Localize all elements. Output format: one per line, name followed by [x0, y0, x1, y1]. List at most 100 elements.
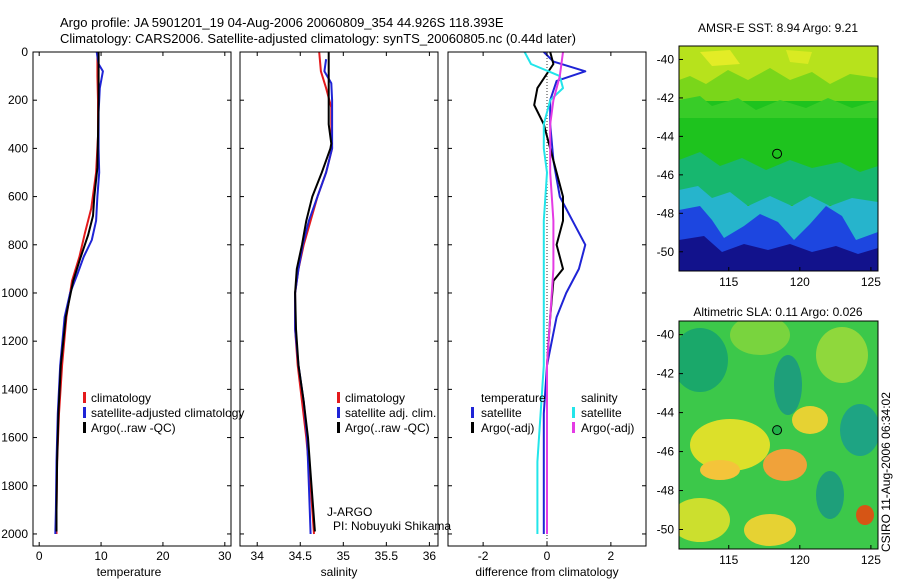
temperature-legend-climatology: climatology — [91, 391, 151, 405]
figure-title-line2: Climatology: CARS2006. Satellite-adjuste… — [60, 31, 576, 46]
temperature-legend-argo: Argo(..raw -QC) — [91, 421, 176, 435]
sla_map-lat-label: -44 — [657, 406, 675, 420]
depth-tick-label: 1600 — [1, 431, 28, 445]
sla_map-lat-label: -42 — [657, 367, 675, 381]
sla_map-lat-label: -46 — [657, 445, 675, 459]
legend-swatch-blue — [471, 407, 474, 418]
difference-legend-sal-argo: Argo(-adj) — [581, 421, 634, 435]
salinity-annotation-program: J-ARGO — [327, 505, 372, 519]
salinity-xtick-label: 36 — [423, 549, 437, 563]
salinity-plot-area — [294, 52, 334, 535]
temperature-series-black-line — [55, 52, 100, 532]
sst_map-lat-label: -48 — [657, 206, 675, 220]
temperature-ticks: 0 10 20 30 0 200 400 600 800 1000 1200 1400 1600 1800… — [1, 45, 232, 563]
salinity-series-blue-line — [294, 59, 334, 535]
legend-swatch-magenta — [572, 422, 575, 433]
temperature-series-blue-line — [54, 52, 104, 535]
difference-ticks: -2 0 2 — [448, 51, 646, 563]
salinity-axes-box — [239, 51, 439, 547]
salinity-xlabel: salinity — [321, 565, 358, 579]
depth-tick-label: 800 — [8, 238, 28, 252]
difference-series-black-line — [533, 52, 564, 534]
sla-map-frame — [678, 320, 879, 550]
legend-swatch-black — [83, 422, 86, 433]
difference-legend-salinity-header: salinity — [581, 391, 618, 405]
salinity-series-black-line — [294, 52, 333, 532]
sla_map-lon-label: 125 — [861, 553, 881, 567]
depth-tick-label: 0 — [21, 45, 28, 59]
salinity-legend: climatology satellite adj. clim. Argo(..… — [337, 391, 436, 435]
figure-title-line1: Argo profile: JA 5901201_19 04-Aug-2006 … — [60, 15, 504, 30]
temperature-panel: 0 10 20 30 0 200 400 600 800 1000 1200 1400 1600 1800… — [1, 45, 244, 579]
depth-tick-label: 1400 — [1, 382, 28, 396]
salinity-ticks: 34 34.5 35 35.5 36 — [240, 51, 438, 563]
legend-swatch-cyan — [572, 407, 575, 418]
sst-argo-position-marker — [772, 148, 783, 159]
temperature-plot-area — [54, 52, 104, 535]
legend-swatch-blue — [83, 407, 86, 418]
sst_map-lat-label: -40 — [657, 52, 675, 66]
temperature-axes-box — [32, 51, 232, 547]
sst_map-lat-label: -46 — [657, 168, 675, 182]
sst_map-lat-label: -44 — [657, 129, 675, 143]
difference-legend-sal-satellite: satellite — [581, 406, 622, 420]
salinity-annotation-pi: PI: Nobuyuki Shikama — [333, 519, 451, 533]
difference-xlabel: difference from climatology — [475, 565, 618, 579]
depth-tick-label: 400 — [8, 141, 28, 155]
salinity-xtick-label: 34 — [251, 549, 265, 563]
salinity-series-red-line — [294, 52, 334, 535]
sla_map-lon-label: 115 — [719, 553, 738, 567]
sla-argo-position-marker — [772, 425, 783, 436]
side-timestamp-label: CSIRO 11-Aug-2006 06:34:02 — [879, 392, 893, 552]
depth-tick-label: 600 — [8, 190, 28, 204]
depth-tick-label: 1800 — [1, 479, 28, 493]
difference-xtick-label: 0 — [544, 549, 551, 563]
sla-map-image — [679, 321, 878, 549]
difference-series-cyan-line — [523, 52, 564, 534]
difference-panel: -2 0 2 difference from climatology tempera… — [447, 51, 647, 579]
difference-plot-area — [523, 52, 587, 546]
salinity-legend-argo: Argo(..raw -QC) — [345, 421, 430, 435]
difference-legend-temperature-header: temperature — [481, 391, 546, 405]
salinity-legend-climatology: climatology — [345, 391, 405, 405]
legend-swatch-black — [337, 422, 340, 433]
sst_map-lon-label: 125 — [861, 275, 881, 289]
legend-swatch-black — [471, 422, 474, 433]
salinity-xtick-label: 35.5 — [375, 549, 399, 563]
sst-map-ticks: 115 120 125 -40 -42 -44 -46 -48 -50 — [657, 52, 882, 289]
sla-map-title: Altimetric SLA: 0.11 Argo: 0.026 — [693, 305, 863, 319]
temperature-legend: climatology satellite-adjusted climatolo… — [83, 391, 244, 435]
difference-xtick-label: 2 — [608, 549, 615, 563]
difference-legend-temp-argo: Argo(-adj) — [481, 421, 534, 435]
difference-series-magenta-line — [546, 52, 564, 534]
sst-map-title: AMSR-E SST: 8.94 Argo: 9.21 — [698, 21, 858, 35]
legend-swatch-red — [83, 392, 86, 403]
sst-map-frame — [678, 45, 879, 272]
sla_map-lat-label: -48 — [657, 484, 675, 498]
salinity-panel: 34 34.5 35 35.5 36 salinity climatology sate… — [239, 51, 451, 579]
depth-tick-label: 1200 — [1, 334, 28, 348]
salinity-xtick-label: 35 — [337, 549, 351, 563]
difference-xtick-label: -2 — [478, 549, 489, 563]
sla_map-lat-label: -50 — [657, 523, 675, 537]
sst_map-lat-label: -50 — [657, 245, 675, 259]
sla-map-ticks: 115 120 125 -40 -42 -44 -46 -48 -50 — [657, 328, 882, 567]
salinity-legend-satellite: satellite adj. clim. — [345, 406, 436, 420]
depth-tick-label: 2000 — [1, 527, 28, 541]
temperature-xtick-label: 30 — [218, 549, 232, 563]
sst-map-image — [679, 46, 878, 271]
temperature-xtick-label: 10 — [94, 549, 108, 563]
difference-series-blue-line — [542, 52, 587, 534]
legend-swatch-red — [337, 392, 340, 403]
sst_map-lat-label: -42 — [657, 91, 675, 105]
sst_map-lon-label: 120 — [790, 275, 810, 289]
sla-map-panel: Altimetric SLA: 0.11 Argo: 0.026 115 120 1… — [657, 305, 882, 567]
difference-legend-temp-satellite: satellite — [481, 406, 522, 420]
temperature-xlabel: temperature — [97, 565, 162, 579]
temperature-xtick-label: 0 — [36, 549, 43, 563]
depth-tick-label: 1000 — [1, 286, 28, 300]
sst-map-panel: AMSR-E SST: 8.94 Argo: 9.21 115 120 125 -40… — [657, 21, 882, 289]
depth-tick-label: 200 — [8, 93, 28, 107]
legend-swatch-blue — [337, 407, 340, 418]
difference-legend: temperature salinity satellite Argo(-adj… — [471, 391, 634, 435]
